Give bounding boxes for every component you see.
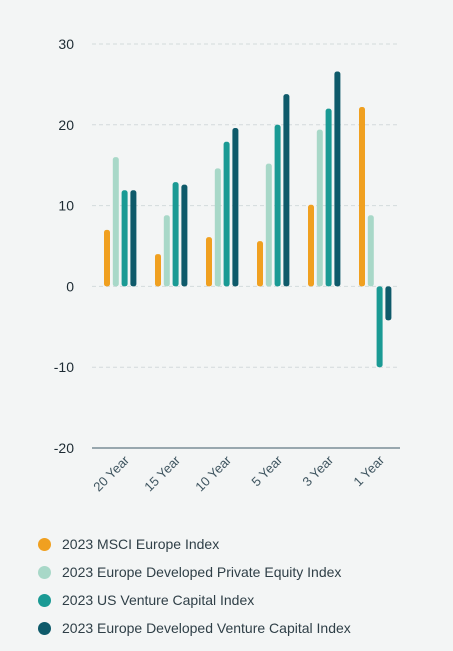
bar-3-year-series-3 [325, 108, 332, 287]
bar-5-year-series-2 [265, 163, 272, 287]
bar-3-year-series-2 [316, 129, 323, 287]
legend-item-europe-venture-capital: 2023 Europe Developed Venture Capital In… [38, 619, 438, 637]
bar-1-year-series-4 [385, 286, 392, 321]
legend-item-msci-europe: 2023 MSCI Europe Index [38, 535, 438, 553]
bar-10-year-series-4 [232, 128, 239, 287]
bar-5-year-series-1 [257, 241, 263, 287]
bar-5-year-series-4 [283, 94, 290, 287]
bar-10-year-series-1 [206, 237, 212, 287]
bar-15-year-series-2 [163, 215, 170, 287]
x-category-label: 5 Year [248, 452, 285, 489]
y-tick-label: 0 [66, 278, 74, 294]
y-tick-label: 20 [58, 117, 74, 133]
bar-20-year-series-4 [130, 190, 137, 287]
bar-10-year-series-2 [214, 168, 221, 287]
bar-3-year-series-1 [308, 204, 314, 287]
bar-1-year-series-1 [359, 107, 365, 287]
bar-20-year-series-1 [104, 229, 110, 287]
y-tick-label: 30 [58, 36, 74, 52]
bar-15-year-series-1 [155, 254, 161, 287]
x-category-label: 1 Year [350, 452, 387, 489]
bar-15-year-series-4 [181, 184, 188, 287]
legend-label: 2023 US Venture Capital Index [62, 592, 255, 608]
legend-item-us-venture-capital: 2023 US Venture Capital Index [38, 591, 438, 609]
legend-dot [38, 593, 51, 607]
legend-label: 2023 Europe Developed Venture Capital In… [62, 620, 351, 636]
bar-15-year-series-3 [172, 182, 179, 287]
bar-1-year-series-3 [376, 286, 383, 368]
bar-1-year-series-2 [367, 215, 374, 287]
y-tick-label: -20 [54, 440, 74, 456]
y-tick-label: -10 [54, 359, 74, 375]
x-category-label: 3 Year [299, 452, 336, 489]
bar-chart: 30 20 10 0 -10 -20 20 Year 15 Year 10 Year 5 Yea… [54, 36, 400, 494]
legend-dot [38, 565, 51, 579]
x-category-label: 20 Year [90, 452, 132, 494]
y-tick-label: 10 [58, 198, 74, 214]
legend-dot [38, 537, 51, 551]
legend-dot [38, 621, 51, 635]
x-axis-categories: 20 Year 15 Year 10 Year 5 Year 3 Year 1 Year [90, 452, 387, 494]
legend-item-europe-private-equity: 2023 Europe Developed Private Equity Ind… [38, 563, 438, 581]
bar-3-year-series-4 [334, 71, 341, 287]
y-axis-ticks: 30 20 10 0 -10 -20 [54, 36, 74, 456]
legend-label: 2023 MSCI Europe Index [62, 536, 220, 552]
legend: 2023 MSCI Europe Index 2023 Europe Devel… [38, 535, 438, 647]
bar-10-year-series-3 [223, 141, 230, 287]
bar-5-year-series-3 [274, 124, 281, 287]
bar-20-year-series-2 [112, 157, 119, 287]
bar-20-year-series-3 [121, 190, 128, 287]
bars [104, 71, 392, 368]
x-category-label: 10 Year [192, 452, 234, 494]
legend-label: 2023 Europe Developed Private Equity Ind… [62, 564, 342, 580]
grid-lines [92, 43, 400, 449]
x-category-label: 15 Year [141, 452, 183, 494]
